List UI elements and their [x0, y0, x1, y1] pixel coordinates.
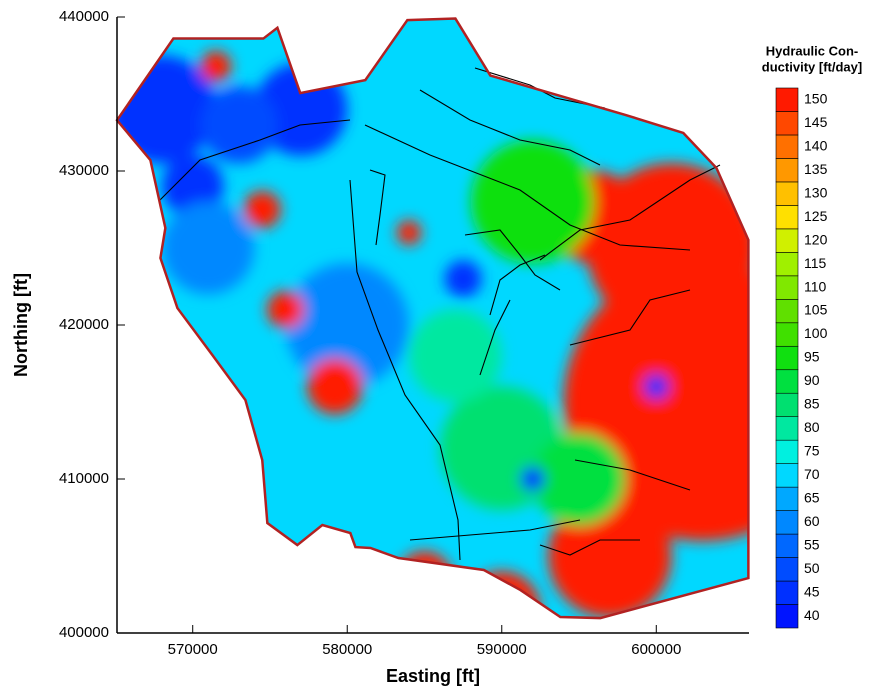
colorbar-swatch [776, 88, 798, 111]
colorbar-label: 65 [804, 490, 820, 506]
colorbar-label: 150 [804, 90, 828, 106]
colorbar-swatch [776, 393, 798, 416]
colorbar-label: 140 [804, 137, 828, 153]
colorbar-swatch [776, 323, 798, 346]
colorbar-label: 145 [804, 114, 828, 130]
conductivity-zone [409, 309, 502, 402]
colorbar-swatch [776, 487, 798, 510]
colorbar-label: 120 [804, 231, 828, 247]
colorbar-swatch [776, 581, 798, 604]
x-tick-label: 600000 [631, 641, 681, 658]
colorbar-swatch [776, 111, 798, 134]
colorbar-label: 85 [804, 396, 820, 412]
colorbar-swatch [776, 229, 798, 252]
y-tick-label: 430000 [59, 162, 109, 179]
chart: Easting [ft] Northing [ft] Hydraulic Con… [0, 0, 880, 694]
colorbar-swatch [776, 276, 798, 299]
colorbar-swatch [776, 205, 798, 228]
x-tick-label: 590000 [477, 641, 527, 658]
conductivity-zone [200, 86, 277, 163]
conductivity-field [108, 19, 842, 649]
colorbar-label: 70 [804, 466, 820, 482]
y-tick-label: 410000 [59, 470, 109, 487]
colorbar-label: 125 [804, 208, 828, 224]
conductivity-zone [244, 191, 281, 228]
conductivity-zone [307, 359, 363, 415]
colorbar-swatch [776, 511, 798, 534]
conductivity-zone [644, 374, 669, 399]
conductivity-zone [397, 220, 422, 245]
colorbar-label: 60 [804, 513, 820, 529]
colorbar-swatch [776, 158, 798, 181]
colorbar-swatch [776, 464, 798, 487]
conductivity-zone [162, 202, 255, 295]
conductivity-zone [533, 433, 626, 526]
colorbar-label: 75 [804, 443, 820, 459]
colorbar-label: 100 [804, 325, 828, 341]
colorbar-swatch [776, 417, 798, 440]
x-axis-title: Easting [ft] [386, 666, 480, 686]
y-tick-label: 420000 [59, 316, 109, 333]
colorbar-swatch [776, 534, 798, 557]
y-tick-label: 400000 [59, 624, 109, 641]
colorbar-label: 45 [804, 583, 820, 599]
colorbar-label: 50 [804, 560, 820, 576]
colorbar-label: 110 [804, 278, 827, 294]
colorbar-label: 55 [804, 537, 820, 553]
conductivity-zone [471, 140, 595, 264]
colorbar-label: 40 [804, 607, 820, 623]
colorbar-swatch [776, 252, 798, 275]
conductivity-zone [267, 291, 304, 328]
colorbar-label: 135 [804, 161, 828, 177]
conductivity-zone [463, 571, 540, 648]
colorbar-title: Hydraulic Con- [766, 43, 858, 58]
colorbar-swatch [776, 135, 798, 158]
colorbar-label: 80 [804, 419, 820, 435]
conductivity-zone [200, 51, 231, 82]
colorbar-swatch [776, 440, 798, 463]
colorbar-label: 115 [804, 255, 827, 271]
colorbar-title: ductivity [ft/day] [762, 59, 862, 74]
y-tick-label: 440000 [59, 8, 109, 25]
conductivity-zone [445, 260, 482, 297]
colorbar-label: 90 [804, 372, 820, 388]
y-axis-title: Northing [ft] [11, 273, 31, 377]
colorbar-swatch [776, 558, 798, 581]
colorbar-label: 130 [804, 184, 828, 200]
colorbar-label: 105 [804, 302, 828, 318]
colorbar-swatch [776, 370, 798, 393]
conductivity-zone [520, 467, 545, 492]
colorbar-swatch [776, 605, 798, 628]
colorbar-swatch [776, 182, 798, 205]
colorbar-swatch [776, 299, 798, 322]
colorbar-label: 95 [804, 349, 820, 365]
x-tick-label: 580000 [322, 641, 372, 658]
x-tick-label: 570000 [168, 641, 218, 658]
colorbar-swatch [776, 346, 798, 369]
